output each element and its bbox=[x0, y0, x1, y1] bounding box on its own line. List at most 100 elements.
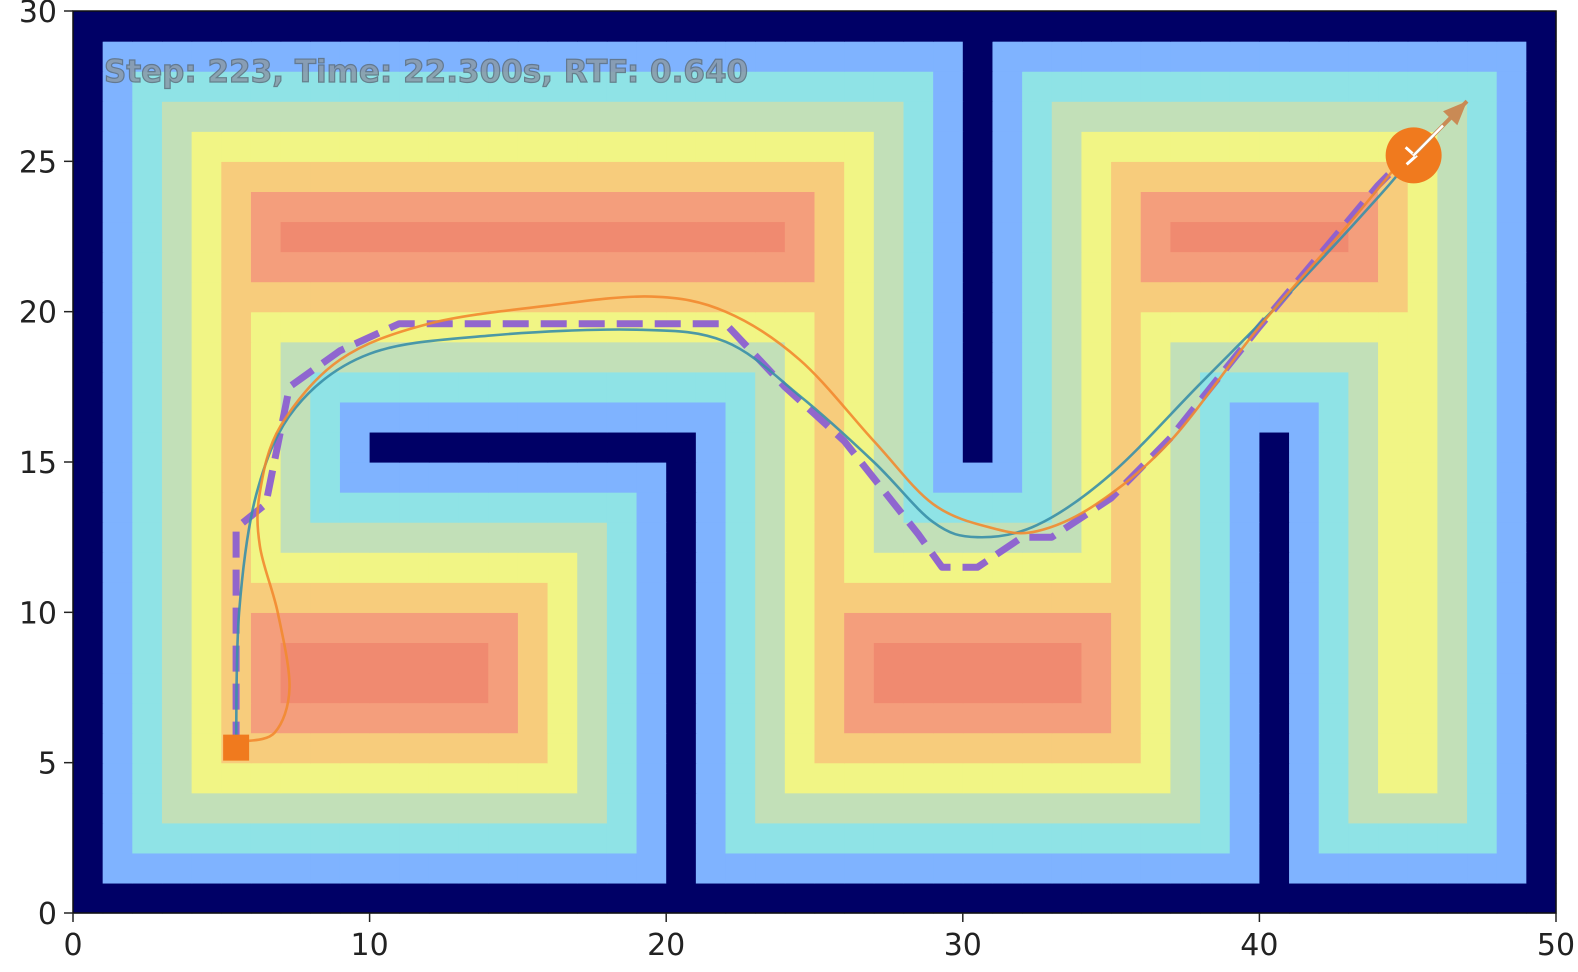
heatmap-cell bbox=[903, 642, 934, 674]
heatmap-cell bbox=[1170, 762, 1201, 794]
heatmap-cell bbox=[161, 792, 193, 824]
heatmap-cell bbox=[517, 822, 549, 854]
heatmap-cell bbox=[636, 191, 667, 223]
heatmap-cell bbox=[1200, 431, 1231, 463]
heatmap-cell bbox=[1437, 191, 1468, 223]
heatmap-cell bbox=[250, 762, 282, 794]
heatmap-cell bbox=[102, 101, 133, 132]
heatmap-cell bbox=[992, 131, 1023, 162]
heatmap-cell bbox=[606, 251, 638, 283]
heatmap-cell bbox=[903, 41, 934, 72]
heatmap-cell bbox=[1526, 642, 1557, 674]
heatmap-cell bbox=[1140, 732, 1172, 764]
heatmap-cell bbox=[755, 822, 786, 854]
heatmap-cell bbox=[161, 431, 193, 463]
heatmap-cell bbox=[1467, 852, 1498, 884]
heatmap-cell bbox=[962, 582, 994, 613]
heatmap-cell bbox=[1526, 792, 1557, 824]
heatmap-cell bbox=[132, 161, 163, 192]
heatmap-cell bbox=[1170, 462, 1201, 493]
heatmap-cell bbox=[873, 642, 905, 674]
heatmap-cell bbox=[636, 462, 667, 493]
heatmap-cell bbox=[250, 251, 282, 283]
heatmap-cell bbox=[577, 642, 608, 674]
heatmap-cell bbox=[1467, 732, 1498, 764]
heatmap-cell bbox=[1170, 852, 1201, 884]
heatmap-cell bbox=[339, 552, 371, 583]
heatmap-cell bbox=[1081, 401, 1112, 433]
heatmap-cell bbox=[1081, 522, 1112, 553]
heatmap-cell bbox=[962, 672, 994, 704]
heatmap-cell bbox=[1407, 642, 1438, 674]
heatmap-cell bbox=[933, 822, 964, 854]
heatmap-cell bbox=[814, 161, 845, 192]
heatmap-cell bbox=[784, 732, 816, 764]
heatmap-cell bbox=[1200, 191, 1231, 223]
heatmap-cell bbox=[250, 221, 282, 253]
heatmap-cell bbox=[250, 131, 282, 162]
heatmap-cell bbox=[1496, 852, 1527, 884]
heatmap-cell bbox=[1378, 41, 1409, 72]
heatmap-cell bbox=[1051, 702, 1083, 734]
heatmap-cell bbox=[1051, 552, 1083, 583]
heatmap-cell bbox=[73, 281, 104, 313]
heatmap-cell bbox=[1467, 492, 1498, 523]
heatmap-cell bbox=[873, 852, 905, 884]
heatmap-cell bbox=[1081, 311, 1112, 343]
heatmap-cell bbox=[725, 71, 756, 102]
heatmap-cell bbox=[161, 161, 193, 192]
heatmap-cell bbox=[517, 161, 549, 192]
heatmap-cell bbox=[933, 642, 964, 674]
heatmap-cell bbox=[102, 431, 133, 463]
heatmap-cell bbox=[399, 161, 430, 192]
heatmap-cell bbox=[695, 462, 727, 493]
heatmap-cell bbox=[577, 672, 608, 704]
heatmap-cell bbox=[606, 191, 638, 223]
heatmap-cell bbox=[1496, 431, 1527, 463]
heatmap-cell bbox=[873, 401, 905, 433]
heatmap-cell bbox=[161, 191, 193, 223]
heatmap-cell bbox=[1200, 11, 1231, 42]
heatmap-cell bbox=[1289, 71, 1320, 102]
heatmap-cell bbox=[933, 582, 964, 613]
heatmap-cell bbox=[310, 492, 341, 523]
heatmap-cell bbox=[547, 852, 578, 884]
heatmap-cell bbox=[844, 672, 875, 704]
heatmap-cell bbox=[1437, 732, 1468, 764]
heatmap-cell bbox=[755, 852, 786, 884]
heatmap-cell bbox=[1496, 161, 1527, 192]
heatmap-cell bbox=[221, 161, 252, 192]
heatmap-cell bbox=[666, 732, 697, 764]
heatmap-cell bbox=[221, 281, 252, 313]
heatmap-cell bbox=[577, 11, 608, 42]
heatmap-cell bbox=[666, 792, 697, 824]
heatmap-cell bbox=[280, 612, 311, 643]
heatmap-cell bbox=[1111, 552, 1142, 583]
heatmap-cell bbox=[1407, 852, 1438, 884]
heatmap-cell bbox=[191, 582, 222, 613]
heatmap-cell bbox=[1200, 41, 1231, 72]
heatmap-cell bbox=[1437, 281, 1468, 313]
heatmap-cell bbox=[369, 642, 400, 674]
heatmap-cell bbox=[1407, 552, 1438, 583]
heatmap-cell bbox=[1051, 71, 1083, 102]
heatmap-cell bbox=[369, 522, 400, 553]
heatmap-cell bbox=[1081, 11, 1112, 42]
heatmap-cell bbox=[695, 702, 727, 734]
heatmap-cell bbox=[873, 281, 905, 313]
heatmap-cell bbox=[1378, 582, 1409, 613]
heatmap-cell bbox=[814, 852, 845, 884]
heatmap-cell bbox=[1022, 281, 1053, 313]
heatmap-cell bbox=[1259, 101, 1290, 132]
heatmap-cell bbox=[844, 582, 875, 613]
heatmap-cell bbox=[755, 552, 786, 583]
heatmap-cell bbox=[1318, 462, 1349, 493]
heatmap-cell bbox=[191, 522, 222, 553]
heatmap-cell bbox=[73, 732, 104, 764]
heatmap-cell bbox=[369, 732, 400, 764]
heatmap-cell bbox=[1170, 672, 1201, 704]
heatmap-cell bbox=[1200, 401, 1231, 433]
heatmap-cell bbox=[1170, 71, 1201, 102]
heatmap-cell bbox=[369, 762, 400, 794]
heatmap-cell bbox=[102, 762, 133, 794]
